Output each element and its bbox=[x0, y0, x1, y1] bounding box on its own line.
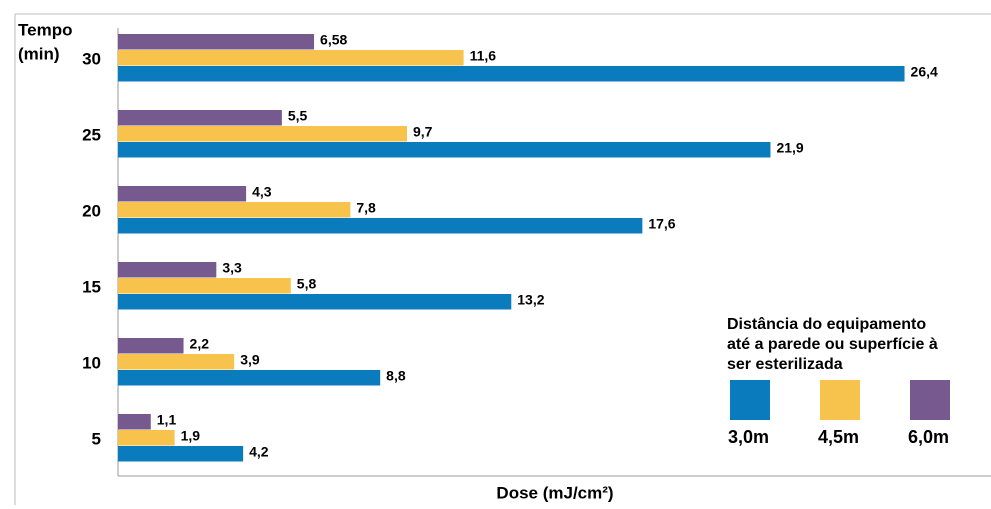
y-axis-title: Tempo bbox=[18, 20, 72, 39]
legend-title: ser esterilizada bbox=[727, 356, 843, 373]
legend-label: 3,0m bbox=[728, 427, 769, 447]
bar bbox=[118, 110, 282, 126]
bar bbox=[118, 414, 151, 430]
bar bbox=[118, 294, 512, 310]
bar bbox=[118, 126, 407, 142]
value-label: 21,9 bbox=[776, 140, 803, 156]
y-tick-label: 30 bbox=[82, 49, 101, 68]
bar bbox=[118, 262, 217, 278]
y-tick-label: 25 bbox=[82, 125, 101, 144]
y-axis-title: (min) bbox=[18, 44, 60, 63]
value-label: 5,8 bbox=[297, 276, 317, 292]
legend-swatch bbox=[910, 380, 950, 420]
bar bbox=[118, 370, 381, 386]
y-tick-label: 20 bbox=[82, 201, 101, 220]
value-label: 3,9 bbox=[240, 352, 260, 368]
bar bbox=[118, 34, 315, 50]
value-label: 7,8 bbox=[356, 200, 376, 216]
value-label: 3,3 bbox=[222, 260, 242, 276]
bar bbox=[118, 446, 244, 462]
value-label: 26,4 bbox=[911, 64, 938, 80]
y-tick-label: 5 bbox=[92, 429, 101, 448]
value-label: 4,2 bbox=[249, 444, 269, 460]
bar bbox=[118, 66, 905, 82]
bar bbox=[118, 186, 247, 202]
value-label: 5,5 bbox=[288, 108, 308, 124]
legend-swatch bbox=[730, 380, 770, 420]
bar bbox=[118, 354, 235, 370]
y-tick-label: 10 bbox=[82, 353, 101, 372]
legend-label: 4,5m bbox=[818, 427, 859, 447]
legend-title: até a parede ou superfície à bbox=[727, 336, 938, 353]
bar bbox=[118, 202, 351, 218]
value-label: 2,2 bbox=[190, 336, 210, 352]
bar bbox=[118, 278, 291, 294]
bar bbox=[118, 430, 175, 446]
value-label: 13,2 bbox=[517, 292, 544, 308]
x-axis-title: Dose (mJ/cm²) bbox=[496, 483, 613, 502]
bar bbox=[118, 218, 643, 234]
value-label: 11,6 bbox=[470, 48, 497, 64]
bar bbox=[118, 338, 184, 354]
legend-label: 6,0m bbox=[908, 427, 949, 447]
bar bbox=[118, 142, 771, 158]
value-label: 6,58 bbox=[320, 32, 347, 48]
bar bbox=[118, 50, 464, 66]
value-label: 1,9 bbox=[181, 428, 201, 444]
value-label: 17,6 bbox=[648, 216, 675, 232]
value-label: 8,8 bbox=[386, 368, 406, 384]
legend-swatch bbox=[820, 380, 860, 420]
y-tick-label: 15 bbox=[82, 277, 101, 296]
value-label: 4,3 bbox=[252, 184, 272, 200]
value-label: 1,1 bbox=[157, 412, 177, 428]
legend-title: Distância do equipamento bbox=[727, 316, 926, 333]
value-label: 9,7 bbox=[413, 124, 433, 140]
